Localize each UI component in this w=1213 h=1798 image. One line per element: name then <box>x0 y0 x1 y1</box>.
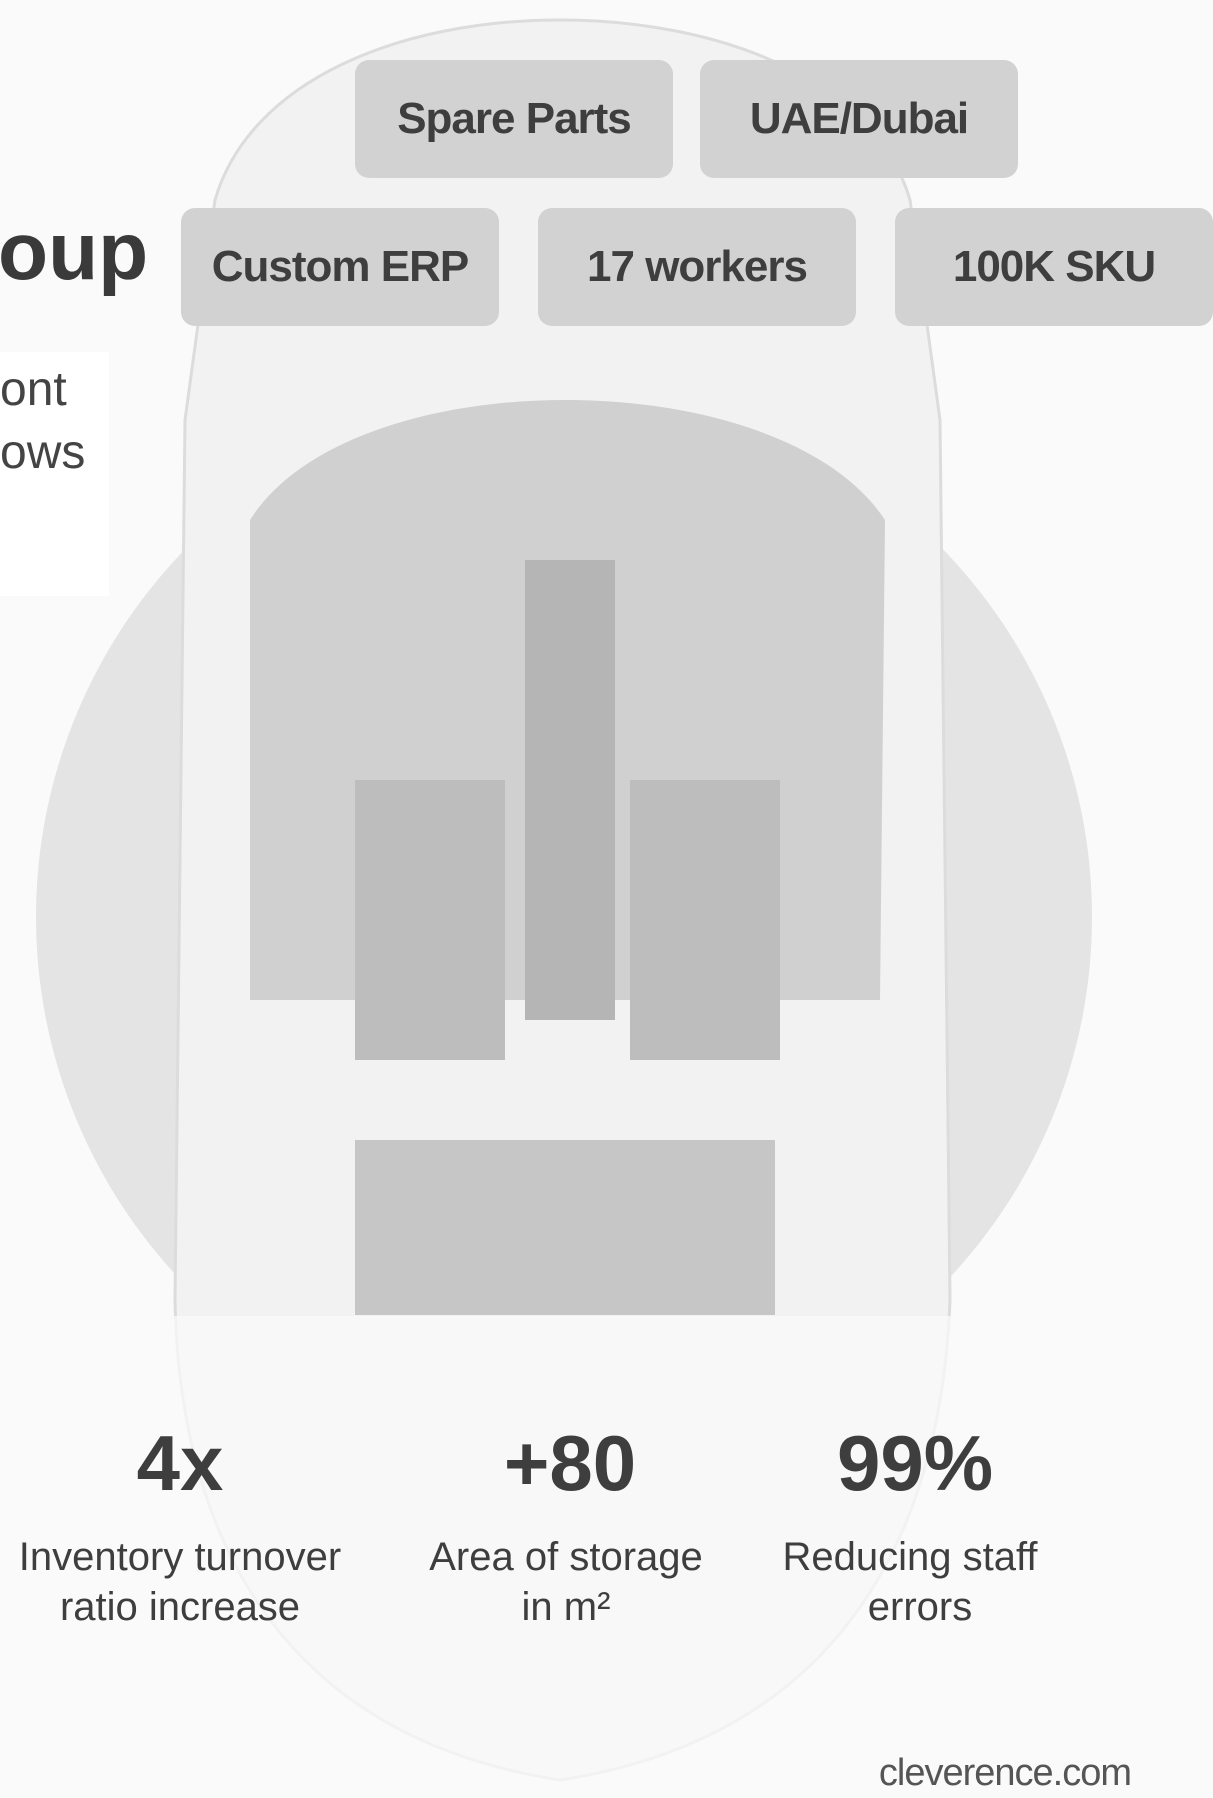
tag: Custom ERP <box>181 208 499 326</box>
stat-label: errors <box>740 1582 1100 1632</box>
stat-label: in m² <box>386 1582 746 1632</box>
stat-value: +80 <box>400 1418 740 1509</box>
stat-label: ratio increase <box>0 1582 360 1632</box>
stat-label: Inventory turnover <box>0 1532 360 1582</box>
tag: 17 workers <box>538 208 856 326</box>
stat-label: Area of storage <box>386 1532 746 1582</box>
heading-line: ont <box>0 362 67 417</box>
stat-value: 99% <box>745 1418 1085 1509</box>
heading-line: ows <box>0 425 85 480</box>
tag: Spare Parts <box>355 60 673 178</box>
stat-value: 4x <box>10 1418 350 1509</box>
tag: 100K SKU <box>895 208 1213 326</box>
heading-title: oup <box>0 205 148 299</box>
footer: cleverence.com <box>879 1752 1131 1795</box>
page: oup ont ows Spare Parts UAE/Dubai Custom… <box>0 0 1213 1798</box>
tag: UAE/Dubai <box>700 60 1018 178</box>
stat-label: Reducing staff <box>730 1532 1090 1582</box>
